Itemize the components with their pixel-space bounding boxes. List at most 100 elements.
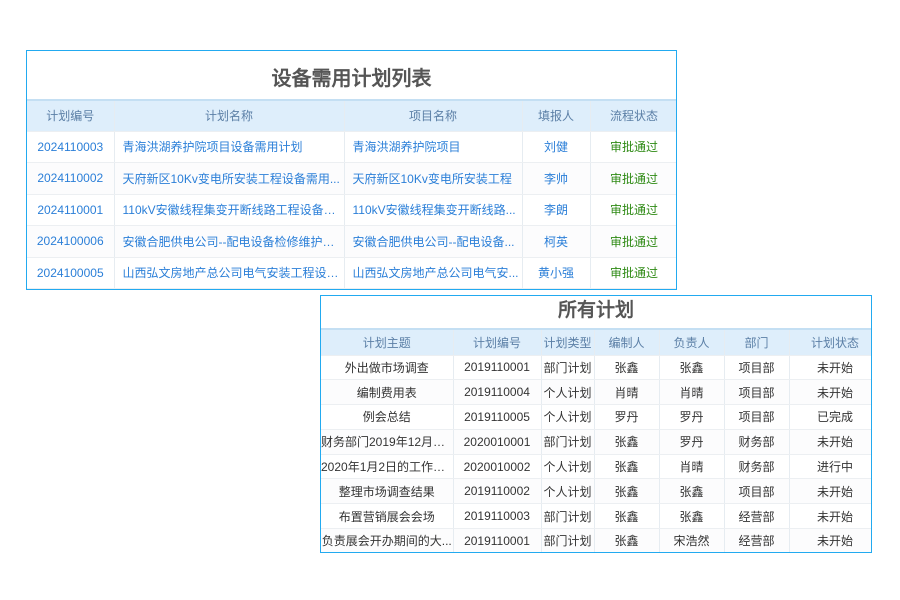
table-row[interactable]: 负责展会开办期间的大... 2019110001 部门计划 张鑫 宋浩然 经营部 未开始 — [321, 528, 871, 552]
table-cell: 李帅 — [522, 162, 591, 195]
table-cell: 张鑫 — [594, 429, 660, 455]
table-cell: 宋浩然 — [659, 528, 725, 552]
table-cell: 项目部 — [724, 355, 790, 381]
table-cell[interactable]: 安徽合肥供电公司--配电设备... — [344, 225, 523, 258]
table-row[interactable]: 整理市场调查结果 2019110002 个人计划 张鑫 张鑫 项目部 未开始 — [321, 478, 871, 505]
column-header[interactable]: 计划主题 — [321, 330, 454, 356]
table-cell: 布置营销展会会场 — [321, 503, 454, 530]
table-cell: 已完成 — [789, 404, 871, 430]
table-cell: 负责展会开办期间的大... — [321, 528, 454, 552]
column-header[interactable]: 计划名称 — [114, 101, 345, 132]
table-cell[interactable]: 2024100006 — [27, 225, 115, 258]
equipment-plan-list-panel: 设备需用计划列表 计划编号 计划名称 项目名称 填报人 流程状态 2024110003 青… — [26, 50, 677, 290]
table-cell: 编制费用表 — [321, 379, 454, 406]
table-row[interactable]: 2024110003 青海洪湖养护院项目设备需用计划 青海洪湖养护院项目 刘健 审批通过 — [27, 131, 676, 163]
table-cell[interactable]: 2024110001 — [27, 194, 115, 226]
table-cell: 项目部 — [724, 404, 790, 430]
table-cell: 张鑫 — [659, 478, 725, 505]
table-cell: 部门计划 — [541, 429, 595, 455]
table-cell: 未开始 — [789, 503, 871, 530]
table-cell: 审批通过 — [590, 257, 676, 289]
column-header[interactable]: 流程状态 — [590, 101, 676, 132]
table-row[interactable]: 2024100006 安徽合肥供电公司--配电设备检修维护和... 安徽合肥供电公司… — [27, 225, 676, 258]
table-cell: 外出做市场调查 — [321, 355, 454, 381]
table-row[interactable]: 2024100005 山西弘文房地产总公司电气安装工程设备... 山西弘文房地产总公… — [27, 257, 676, 289]
table-cell: 2019110004 — [453, 379, 542, 406]
table-cell: 黄小强 — [522, 257, 591, 289]
table-cell: 个人计划 — [541, 404, 595, 430]
table-row[interactable]: 布置营销展会会场 2019110003 部门计划 张鑫 张鑫 经营部 未开始 — [321, 503, 871, 530]
column-header[interactable]: 计划编号 — [27, 101, 115, 132]
table-cell: 未开始 — [789, 429, 871, 455]
table-row[interactable]: 外出做市场调查 2019110001 部门计划 张鑫 张鑫 项目部 未开始 — [321, 355, 871, 381]
column-header[interactable]: 编制人 — [594, 330, 660, 356]
panel-title: 所有计划 — [321, 296, 871, 330]
table-cell: 2020年1月2日的工作日... — [321, 454, 454, 480]
table-cell[interactable]: 110kV安徽线程集变开断线路工程设备需... — [114, 194, 345, 226]
table-cell: 经营部 — [724, 528, 790, 552]
table-cell: 审批通过 — [590, 194, 676, 226]
table-row[interactable]: 2024110002 天府新区10Kv变电所安装工程设备需用... 天府新区10Kv… — [27, 162, 676, 195]
table-cell[interactable]: 2024100005 — [27, 257, 115, 289]
table-cell[interactable]: 青海洪湖养护院项目 — [344, 131, 523, 163]
table-cell: 刘健 — [522, 131, 591, 163]
table-cell: 张鑫 — [594, 355, 660, 381]
table-cell: 罗丹 — [659, 429, 725, 455]
column-header[interactable]: 填报人 — [522, 101, 591, 132]
table-cell: 审批通过 — [590, 162, 676, 195]
table-cell: 经营部 — [724, 503, 790, 530]
table-cell: 未开始 — [789, 528, 871, 552]
table-cell: 项目部 — [724, 379, 790, 406]
table-cell: 张鑫 — [659, 503, 725, 530]
table-cell: 项目部 — [724, 478, 790, 505]
table-row[interactable]: 例会总结 2019110005 个人计划 罗丹 罗丹 项目部 已完成 — [321, 404, 871, 430]
table-cell[interactable]: 青海洪湖养护院项目设备需用计划 — [114, 131, 345, 163]
all-plans-table: 计划主题 计划编号 计划类型 编制人 负责人 部门 计划状态 外出做市场调查 20191100… — [321, 330, 871, 552]
table-cell: 张鑫 — [594, 454, 660, 480]
table-cell[interactable]: 山西弘文房地产总公司电气安装工程设备... — [114, 257, 345, 289]
table-cell[interactable]: 安徽合肥供电公司--配电设备检修维护和... — [114, 225, 345, 258]
table-cell: 李朗 — [522, 194, 591, 226]
table-row[interactable]: 财务部门2019年12月的... 2020010001 部门计划 张鑫 罗丹 财务部 未开始 — [321, 429, 871, 455]
table-cell: 审批通过 — [590, 131, 676, 163]
column-header[interactable]: 项目名称 — [344, 101, 523, 132]
table-cell: 个人计划 — [541, 478, 595, 505]
table-cell: 肖晴 — [659, 454, 725, 480]
table-cell: 部门计划 — [541, 503, 595, 530]
column-header[interactable]: 部门 — [724, 330, 790, 356]
column-header[interactable]: 计划类型 — [541, 330, 595, 356]
table-cell: 2020010001 — [453, 429, 542, 455]
table-cell[interactable]: 2024110003 — [27, 131, 115, 163]
equipment-plan-table: 计划编号 计划名称 项目名称 填报人 流程状态 2024110003 青海洪湖养护院项目设… — [27, 101, 676, 289]
table-row[interactable]: 2020年1月2日的工作日... 2020010002 个人计划 张鑫 肖晴 财务部 进行中 — [321, 454, 871, 480]
table-cell: 张鑫 — [594, 528, 660, 552]
table-cell[interactable]: 天府新区10Kv变电所安装工程 — [344, 162, 523, 195]
table-row[interactable]: 编制费用表 2019110004 个人计划 肖晴 肖晴 项目部 未开始 — [321, 379, 871, 406]
column-header[interactable]: 计划状态 — [789, 330, 871, 356]
table-cell: 肖晴 — [659, 379, 725, 406]
table-cell: 未开始 — [789, 478, 871, 505]
table-cell: 张鑫 — [594, 478, 660, 505]
table-cell: 个人计划 — [541, 454, 595, 480]
table-cell: 2019110001 — [453, 355, 542, 381]
column-header[interactable]: 负责人 — [659, 330, 725, 356]
table-cell[interactable]: 天府新区10Kv变电所安装工程设备需用... — [114, 162, 345, 195]
table-cell: 财务部 — [724, 454, 790, 480]
table-cell: 个人计划 — [541, 379, 595, 406]
table-cell: 财务部门2019年12月的... — [321, 429, 454, 455]
table-cell: 2019110003 — [453, 503, 542, 530]
table-row[interactable]: 2024110001 110kV安徽线程集变开断线路工程设备需... 110kV安徽… — [27, 194, 676, 226]
table-cell: 财务部 — [724, 429, 790, 455]
table-cell: 张鑫 — [659, 355, 725, 381]
table-cell: 审批通过 — [590, 225, 676, 258]
table-cell: 整理市场调查结果 — [321, 478, 454, 505]
table-cell[interactable]: 2024110002 — [27, 162, 115, 195]
table-cell: 肖晴 — [594, 379, 660, 406]
table-cell: 罗丹 — [594, 404, 660, 430]
table-cell: 张鑫 — [594, 503, 660, 530]
table-cell: 2019110005 — [453, 404, 542, 430]
table-cell: 罗丹 — [659, 404, 725, 430]
column-header[interactable]: 计划编号 — [453, 330, 542, 356]
table-cell[interactable]: 110kV安徽线程集变开断线路... — [344, 194, 523, 226]
table-cell[interactable]: 山西弘文房地产总公司电气安... — [344, 257, 523, 289]
